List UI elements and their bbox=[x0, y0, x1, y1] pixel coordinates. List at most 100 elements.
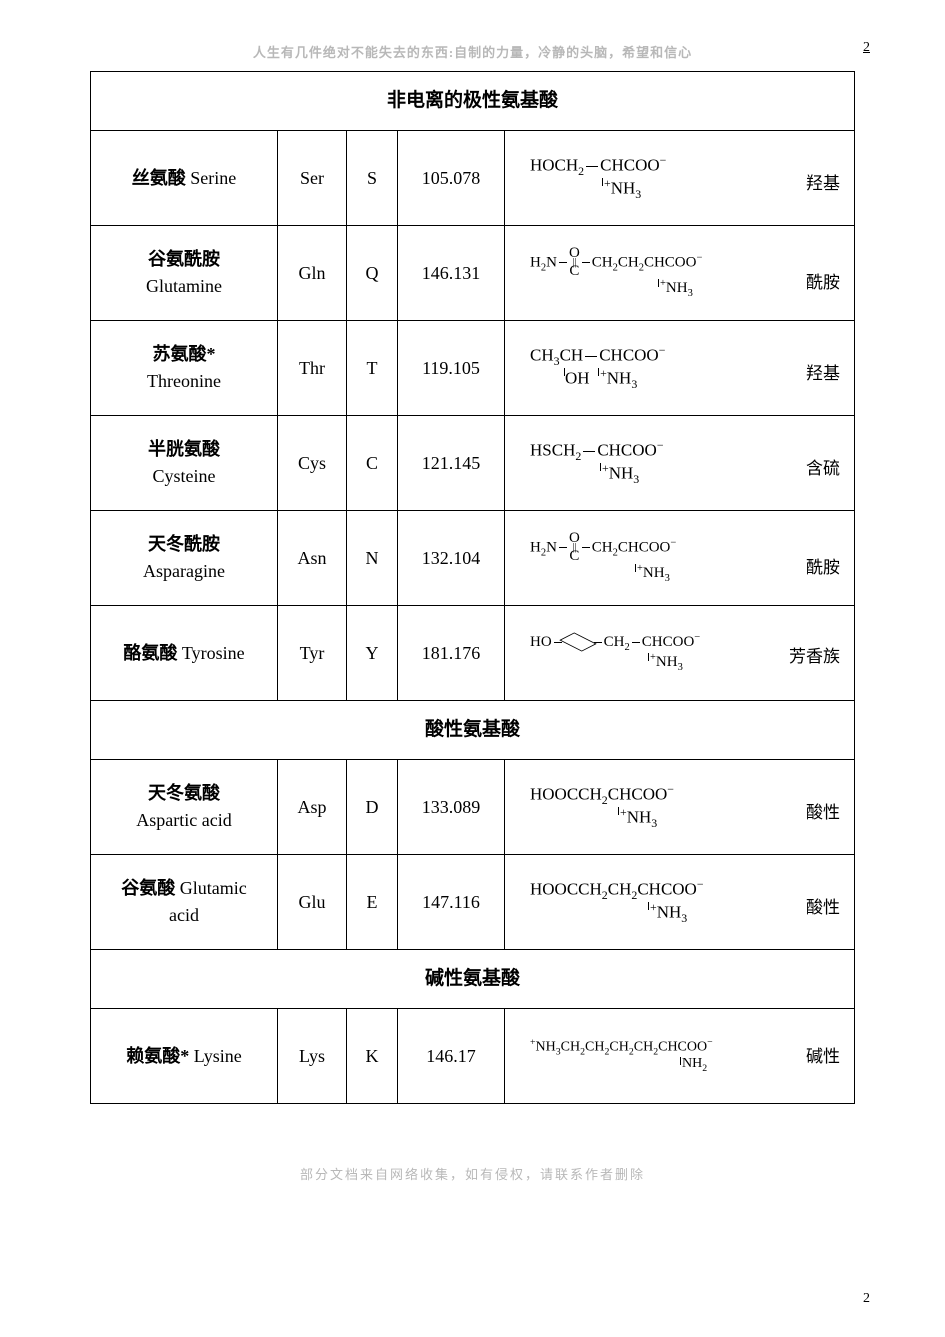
formula-svg: H2NO||CCH2CH2CHCOO− +NH3 bbox=[530, 247, 702, 300]
structure: HOCH2CHCOO− +NH3 芳香族 bbox=[505, 606, 855, 701]
abbr1: D bbox=[347, 760, 398, 855]
abbr1: N bbox=[347, 511, 398, 606]
structure: H2NO||CCH2CHCOO− +NH3 酰胺 bbox=[505, 511, 855, 606]
name-cn: 天冬酰胺 bbox=[99, 531, 269, 558]
abbr3: Cys bbox=[278, 416, 347, 511]
name-cn: 苏氨酸* bbox=[99, 341, 269, 368]
name-en: Asparagine bbox=[99, 558, 269, 585]
abbr3: Ser bbox=[278, 131, 347, 226]
page-number-top: 2 bbox=[863, 40, 870, 56]
name-cn: 谷氨酸 bbox=[121, 878, 175, 898]
amino-name: 赖氨酸* Lysine bbox=[91, 1009, 278, 1104]
name-cn: 天冬氨酸 bbox=[99, 780, 269, 807]
amino-name: 天冬氨酸 Aspartic acid bbox=[91, 760, 278, 855]
name-en: Lysine bbox=[194, 1046, 242, 1066]
mass: 121.145 bbox=[398, 416, 505, 511]
benzene-ring-icon bbox=[559, 633, 596, 652]
formula-svg: CH3CHCHCOO− OH +NH3 bbox=[530, 345, 665, 391]
table-row: 谷氨酰胺 Glutamine Gln Q 146.131 H2NO||CCH2C… bbox=[91, 226, 855, 321]
abbr1: T bbox=[347, 321, 398, 416]
abbr3: Asn bbox=[278, 511, 347, 606]
section-header-polar: 非电离的极性氨基酸 bbox=[91, 72, 855, 131]
table-row: 苏氨酸* Threonine Thr T 119.105 CH3CHCHCOO−… bbox=[91, 321, 855, 416]
table-row: 酪氨酸 Tyrosine Tyr Y 181.176 HOCH2CHCOO− +… bbox=[91, 606, 855, 701]
section-title: 非电离的极性氨基酸 bbox=[91, 72, 855, 131]
amino-name: 苏氨酸* Threonine bbox=[91, 321, 278, 416]
group-label: 碱性 bbox=[806, 1044, 846, 1070]
table-row: 丝氨酸 Serine Ser S 105.078 HOCH2CHCOO− +NH… bbox=[91, 131, 855, 226]
group-label: 芳香族 bbox=[789, 644, 846, 670]
table-row: 半胱氨酸 Cysteine Cys C 121.145 HSCH2CHCOO− … bbox=[91, 416, 855, 511]
amino-name: 谷氨酸 Glutamic acid bbox=[91, 855, 278, 950]
table-row: 天冬氨酸 Aspartic acid Asp D 133.089 HOOCCH2… bbox=[91, 760, 855, 855]
abbr1: C bbox=[347, 416, 398, 511]
table-row: 天冬酰胺 Asparagine Asn N 132.104 H2NO||CCH2… bbox=[91, 511, 855, 606]
mass: 133.089 bbox=[398, 760, 505, 855]
group-label: 酰胺 bbox=[806, 270, 846, 296]
formula-svg: HOCH2CHCOO− +NH3 bbox=[530, 155, 666, 201]
amino-name: 半胱氨酸 Cysteine bbox=[91, 416, 278, 511]
section-title: 酸性氨基酸 bbox=[91, 701, 855, 760]
amino-acid-table: 非电离的极性氨基酸 丝氨酸 Serine Ser S 105.078 HOCH2… bbox=[90, 71, 855, 1104]
name-cn: 酪氨酸 bbox=[123, 643, 177, 663]
abbr3: Thr bbox=[278, 321, 347, 416]
formula-svg: +NH3CH2CH2CH2CH2CHCOO− NH2 bbox=[530, 1038, 713, 1074]
formula-svg: HOCH2CHCOO− +NH3 bbox=[530, 633, 700, 674]
mass: 146.131 bbox=[398, 226, 505, 321]
abbr3: Lys bbox=[278, 1009, 347, 1104]
name-cn: 谷氨酰胺 bbox=[99, 246, 269, 273]
group-label: 含硫 bbox=[806, 456, 846, 482]
formula-svg: HOOCCH2CH2CHCOO− +NH3 bbox=[530, 879, 704, 925]
amino-name: 天冬酰胺 Asparagine bbox=[91, 511, 278, 606]
abbr1: S bbox=[347, 131, 398, 226]
amino-name: 谷氨酰胺 Glutamine bbox=[91, 226, 278, 321]
abbr1: K bbox=[347, 1009, 398, 1104]
group-label: 酸性 bbox=[806, 895, 846, 921]
formula-svg: H2NO||CCH2CHCOO− +NH3 bbox=[530, 532, 676, 585]
section-title: 碱性氨基酸 bbox=[91, 950, 855, 1009]
name-en: Glutamic bbox=[180, 878, 247, 898]
abbr3: Glu bbox=[278, 855, 347, 950]
mass: 146.17 bbox=[398, 1009, 505, 1104]
mass: 105.078 bbox=[398, 131, 505, 226]
name-en: Serine bbox=[190, 168, 236, 188]
structure: CH3CHCHCOO− OH +NH3 羟基 bbox=[505, 321, 855, 416]
footer-note: 部分文档来自网络收集，如有侵权，请联系作者删除 bbox=[0, 1164, 945, 1183]
structure: +NH3CH2CH2CH2CH2CHCOO− NH2 碱性 bbox=[505, 1009, 855, 1104]
formula-svg: HSCH2CHCOO− +NH3 bbox=[530, 440, 664, 486]
abbr1: Q bbox=[347, 226, 398, 321]
mass: 147.116 bbox=[398, 855, 505, 950]
table-row: 谷氨酸 Glutamic acid Glu E 147.116 HOOCCH2C… bbox=[91, 855, 855, 950]
section-header-acidic: 酸性氨基酸 bbox=[91, 701, 855, 760]
structure: HOOCCH2CH2CHCOO− +NH3 酸性 bbox=[505, 855, 855, 950]
mass: 181.176 bbox=[398, 606, 505, 701]
name-en: Threonine bbox=[99, 368, 269, 395]
group-label: 酸性 bbox=[806, 800, 846, 826]
formula-svg: HOOCCH2CHCOO− +NH3 bbox=[530, 784, 674, 830]
structure: HSCH2CHCOO− +NH3 含硫 bbox=[505, 416, 855, 511]
structure: H2NO||CCH2CH2CHCOO− +NH3 酰胺 bbox=[505, 226, 855, 321]
name-en: Aspartic acid bbox=[99, 807, 269, 834]
abbr3: Gln bbox=[278, 226, 347, 321]
group-label: 羟基 bbox=[806, 171, 846, 197]
header-quote: 人生有几件绝对不能失去的东西:自制的力量，冷静的头脑，希望和信心 bbox=[0, 0, 945, 61]
name-en: Tyrosine bbox=[182, 643, 245, 663]
name-cn: 半胱氨酸 bbox=[99, 436, 269, 463]
name-en-2: acid bbox=[99, 902, 269, 929]
abbr1: Y bbox=[347, 606, 398, 701]
group-label: 酰胺 bbox=[806, 555, 846, 581]
abbr1: E bbox=[347, 855, 398, 950]
abbr3: Asp bbox=[278, 760, 347, 855]
mass: 132.104 bbox=[398, 511, 505, 606]
page-number-bottom: 2 bbox=[863, 1291, 870, 1307]
group-label: 羟基 bbox=[806, 361, 846, 387]
structure: HOCH2CHCOO− +NH3 羟基 bbox=[505, 131, 855, 226]
name-cn: 丝氨酸 bbox=[132, 168, 186, 188]
structure: HOOCCH2CHCOO− +NH3 酸性 bbox=[505, 760, 855, 855]
table-row: 赖氨酸* Lysine Lys K 146.17 +NH3CH2CH2CH2CH… bbox=[91, 1009, 855, 1104]
name-en: Cysteine bbox=[99, 463, 269, 490]
amino-name: 丝氨酸 Serine bbox=[91, 131, 278, 226]
name-cn: 赖氨酸* bbox=[126, 1046, 189, 1066]
section-header-basic: 碱性氨基酸 bbox=[91, 950, 855, 1009]
mass: 119.105 bbox=[398, 321, 505, 416]
